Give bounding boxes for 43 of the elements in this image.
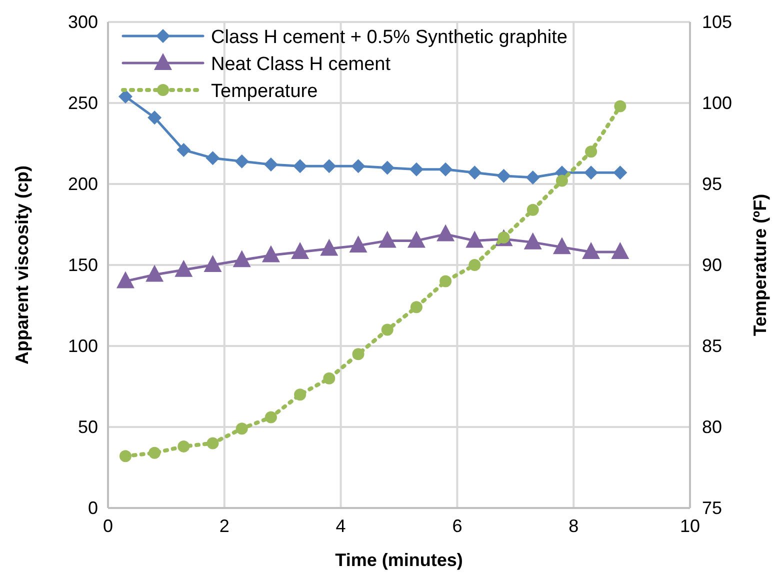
point [178,440,190,452]
point [410,301,422,314]
point [468,259,481,271]
point [352,348,364,360]
y2-tick-label: 95 [702,174,722,194]
y2-tick-label: 90 [702,255,722,275]
y2-tick-label: 105 [702,12,732,32]
legend-label: Neat Class H cement [211,54,392,75]
y-tick-label: 50 [78,417,98,437]
y-tick-label: 100 [68,336,98,356]
x-tick-label: 2 [219,516,230,536]
point [264,411,277,424]
x-tick-label: 0 [102,516,114,536]
x-tick-label: 10 [680,516,700,536]
y2-axis-title: Temperature (ºF) [750,194,770,336]
y2-tick-label: 75 [702,498,722,518]
point [556,174,568,187]
point [526,204,539,216]
legend-label: Temperature [211,81,318,102]
y-tick-label: 150 [68,255,98,275]
y2-tick-label: 85 [702,336,722,356]
y-tick-label: 200 [68,174,98,194]
point [440,275,452,288]
y-tick-label: 0 [88,498,98,518]
point [614,100,626,112]
point [323,372,336,384]
y-axis-title: Apparent viscosity (cp) [12,165,32,365]
y-tick-label: 300 [68,12,98,32]
point [206,437,219,450]
x-tick-label: 8 [568,516,579,536]
x-tick-label: 6 [452,516,462,536]
y-tick-label: 250 [68,93,98,113]
x-axis-title: Time (minutes) [335,550,463,570]
x-tick-label: 4 [336,516,346,536]
legend-label: Class H cement + 0.5% Synthetic graphite [211,27,568,48]
point [381,324,394,336]
y2-tick-label: 80 [702,417,722,437]
point [119,450,132,462]
point [148,446,161,459]
y2-tick-label: 100 [702,93,732,113]
point [236,422,248,435]
point [294,388,306,401]
point [585,146,598,158]
